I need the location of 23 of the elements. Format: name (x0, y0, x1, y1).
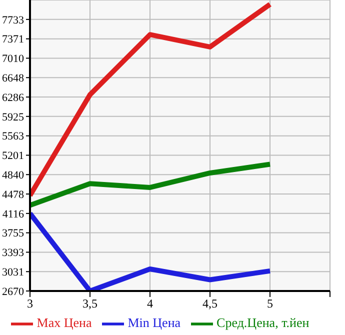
y-tick-label: 3755 (2, 228, 24, 240)
y-tick-label: 3393 (2, 247, 24, 260)
y-tick-label: 2670 (2, 286, 24, 298)
x-tick-label: 3,5 (82, 296, 98, 311)
y-tick-label: 5563 (2, 130, 24, 143)
y-tick-label: 7371 (2, 34, 24, 46)
y-tick-label: 6648 (2, 72, 24, 85)
legend-label: Сред.Цена, т.йен (216, 314, 310, 330)
y-tick-label: 7010 (2, 53, 24, 66)
y-tick-label: 5201 (2, 150, 24, 162)
legend-label: Max Цена (36, 314, 92, 330)
y-tick-label: 5925 (2, 111, 24, 124)
y-tick-label: 6286 (2, 92, 24, 104)
y-tick-label: 4116 (2, 208, 24, 220)
x-tick-label: 3 (27, 296, 33, 311)
y-tick-label: 3031 (2, 266, 24, 279)
y-tick-label: 4478 (2, 188, 24, 201)
y-tick-label: 4840 (2, 170, 24, 182)
x-tick-label: 5 (267, 296, 273, 311)
y-tick-label: 7733 (2, 14, 24, 26)
x-tick-label: 4,5 (202, 296, 218, 311)
x-tick-label: 4 (147, 296, 153, 311)
legend-label: Min Цена (128, 314, 181, 330)
